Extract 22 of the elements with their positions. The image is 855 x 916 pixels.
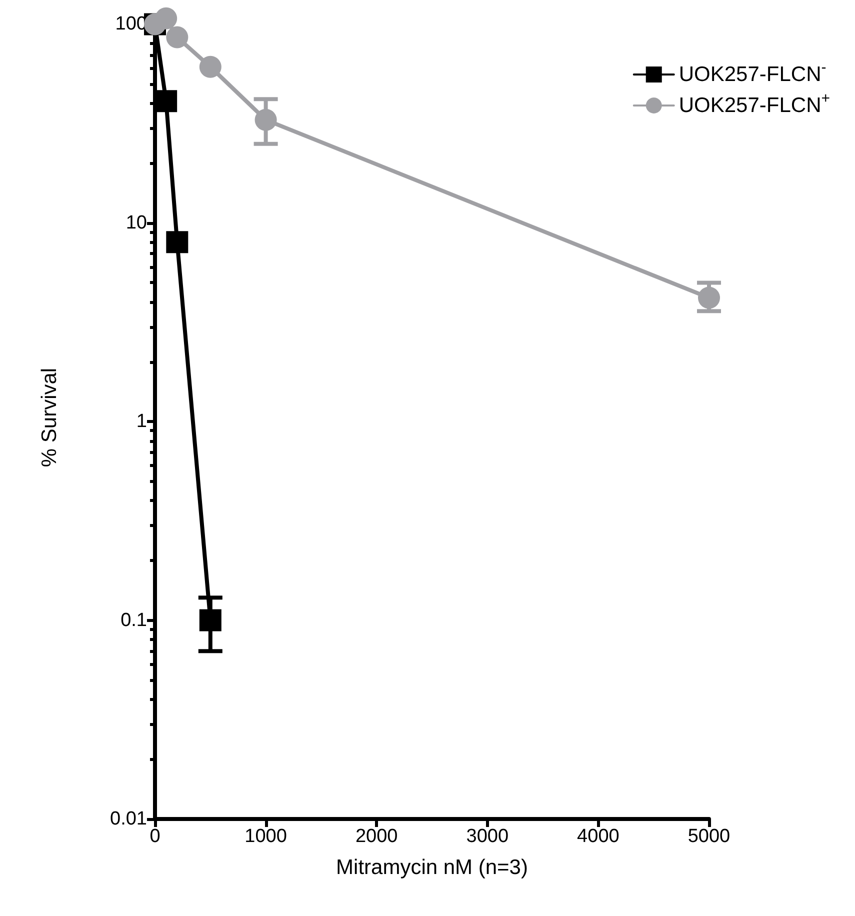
x-tick-label: 5000 (688, 826, 730, 847)
y-tick-label: 1 (136, 411, 147, 432)
point (199, 609, 222, 632)
legend-label: UOK257-FLCN- (678, 59, 826, 86)
y-tick-label: 0.01 (110, 808, 147, 830)
point (199, 56, 222, 78)
x-tick-label: 3000 (466, 826, 509, 847)
x-tick-label: 1000 (244, 826, 287, 847)
y-tick-label: 10 (126, 212, 147, 234)
y-tick-label: 0.1 (120, 610, 147, 631)
point (155, 7, 178, 30)
legend-label: UOK257-FLCN+ (678, 90, 830, 117)
point (155, 90, 178, 112)
x-tick-label: 2000 (355, 826, 398, 847)
x-tick-label: 0 (150, 826, 160, 847)
x-axis-title: Mitramycin nM (n=3) (336, 856, 528, 879)
point (698, 286, 720, 309)
point (166, 231, 188, 254)
y-axis-title: % Survival (38, 368, 61, 468)
x-tick-label: 4000 (577, 826, 620, 847)
point (166, 26, 188, 48)
point (254, 108, 277, 131)
